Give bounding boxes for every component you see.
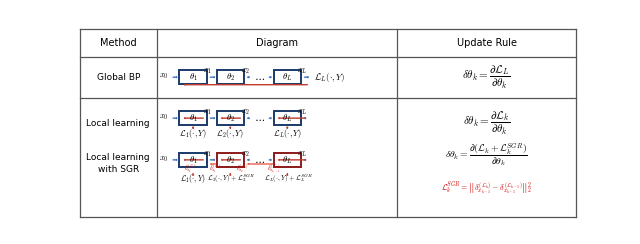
Text: $x_2$: $x_2$ xyxy=(241,67,250,76)
Text: $\theta_2$: $\theta_2$ xyxy=(226,112,235,124)
FancyBboxPatch shape xyxy=(217,153,244,167)
Text: $\delta^{(\mathcal{L}_L)}_{x_{L-1}}$: $\delta^{(\mathcal{L}_L)}_{x_{L-1}}$ xyxy=(267,163,280,175)
FancyBboxPatch shape xyxy=(179,153,207,167)
Text: $\delta^{(\mathcal{L}_2)}_{x_2}$: $\delta^{(\mathcal{L}_2)}_{x_2}$ xyxy=(236,163,249,175)
Text: Local learning
with SGR: Local learning with SGR xyxy=(86,153,150,174)
Text: $\cdots$: $\cdots$ xyxy=(254,113,265,123)
FancyBboxPatch shape xyxy=(179,111,207,125)
FancyBboxPatch shape xyxy=(179,71,207,84)
Text: $x_L$: $x_L$ xyxy=(297,108,307,117)
Text: $x_L$: $x_L$ xyxy=(297,150,307,159)
Text: $\delta\theta_k = \dfrac{\partial \mathcal{L}_L}{\partial \theta_k}$: $\delta\theta_k = \dfrac{\partial \mathc… xyxy=(462,64,511,91)
Text: $\theta_2$: $\theta_2$ xyxy=(226,71,235,83)
Text: $x_0$: $x_0$ xyxy=(159,154,168,164)
Text: $\theta_L$: $\theta_L$ xyxy=(282,154,292,166)
FancyBboxPatch shape xyxy=(274,153,301,167)
Text: $x_1$: $x_1$ xyxy=(204,67,212,76)
Text: Diagram: Diagram xyxy=(256,38,298,48)
Text: $\theta_2$: $\theta_2$ xyxy=(226,154,235,166)
FancyBboxPatch shape xyxy=(217,71,244,84)
Text: $\mathcal{L}_L(\cdot,Y)$: $\mathcal{L}_L(\cdot,Y)$ xyxy=(273,127,302,140)
Text: $\cdots$: $\cdots$ xyxy=(254,155,265,165)
Text: $\theta_1$: $\theta_1$ xyxy=(189,71,198,83)
Text: Method: Method xyxy=(100,38,136,48)
Text: $x_L$: $x_L$ xyxy=(297,67,307,76)
Text: $\mathcal{L}_2(\cdot,Y)+\mathcal{L}_2^{SGR}$: $\mathcal{L}_2(\cdot,Y)+\mathcal{L}_2^{S… xyxy=(207,173,255,185)
Text: Update Rule: Update Rule xyxy=(457,38,516,48)
FancyBboxPatch shape xyxy=(217,111,244,125)
Text: $\theta_1$: $\theta_1$ xyxy=(189,112,198,124)
Text: $\delta^{(\mathcal{L}_2)}_{x_1}$: $\delta^{(\mathcal{L}_2)}_{x_1}$ xyxy=(209,163,222,175)
Text: $\mathcal{L}_2(\cdot,Y)$: $\mathcal{L}_2(\cdot,Y)$ xyxy=(216,127,244,140)
Text: Local learning: Local learning xyxy=(86,119,150,128)
Text: Global BP: Global BP xyxy=(97,73,140,82)
Text: $\cdots$: $\cdots$ xyxy=(254,72,265,82)
Text: $\mathcal{L}_1(\cdot,Y)$: $\mathcal{L}_1(\cdot,Y)$ xyxy=(179,127,207,140)
Text: $\mathcal{L}_k^{SGR} = \left\|\delta^{(\mathcal{L}_k)}_{x_{k-1}} - \delta^{(\mat: $\mathcal{L}_k^{SGR} = \left\|\delta^{(\… xyxy=(441,180,532,196)
Text: $x_2$: $x_2$ xyxy=(241,108,250,117)
Text: $\theta_1$: $\theta_1$ xyxy=(189,154,198,166)
Text: $x_0$: $x_0$ xyxy=(159,112,168,122)
Text: $x_1$: $x_1$ xyxy=(204,108,212,117)
Text: $\delta^{(\mathcal{L}_1)}_{x_1}$: $\delta^{(\mathcal{L}_1)}_{x_1}$ xyxy=(184,163,196,175)
Text: $\theta_L$: $\theta_L$ xyxy=(282,112,292,124)
FancyBboxPatch shape xyxy=(274,111,301,125)
Text: $\delta\theta_k = \dfrac{\partial(\mathcal{L}_k+\mathcal{L}_k^{SGR})}{\partial \: $\delta\theta_k = \dfrac{\partial(\mathc… xyxy=(445,141,528,168)
Text: $x_0$: $x_0$ xyxy=(159,71,168,81)
Text: $x_1$: $x_1$ xyxy=(204,150,212,159)
Text: $x_2$: $x_2$ xyxy=(241,150,250,159)
FancyBboxPatch shape xyxy=(274,71,301,84)
Text: $\delta\theta_k = \dfrac{\partial \mathcal{L}_k}{\partial \theta_k}$: $\delta\theta_k = \dfrac{\partial \mathc… xyxy=(463,110,511,137)
Text: $\mathcal{L}_1(\cdot,Y)$: $\mathcal{L}_1(\cdot,Y)$ xyxy=(180,172,206,185)
Text: $\theta_L$: $\theta_L$ xyxy=(282,71,292,83)
Text: $\mathcal{L}_L(\cdot,Y)$: $\mathcal{L}_L(\cdot,Y)$ xyxy=(314,71,345,84)
Text: $\mathcal{L}_L(\cdot,Y)+\mathcal{L}_L^{SGR}$: $\mathcal{L}_L(\cdot,Y)+\mathcal{L}_L^{S… xyxy=(264,173,313,185)
